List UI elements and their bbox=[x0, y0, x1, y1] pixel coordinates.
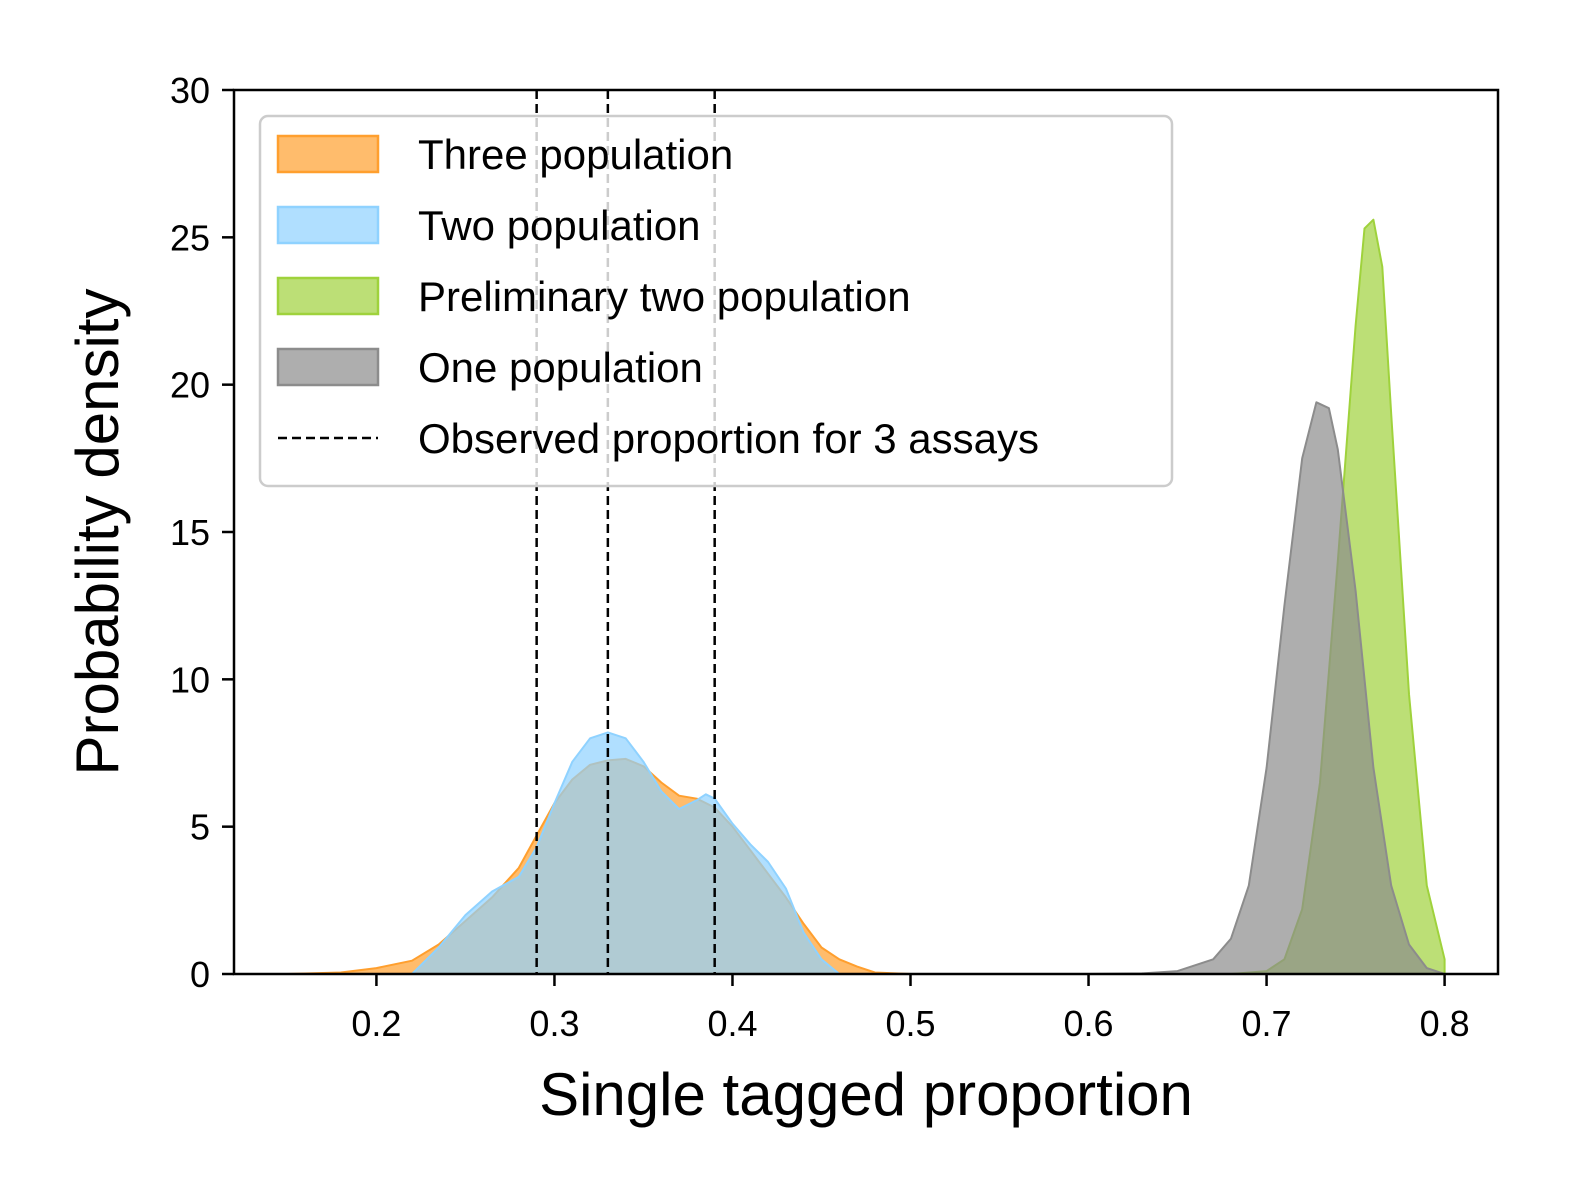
x-tick-label: 0.2 bbox=[351, 1003, 401, 1044]
legend-swatch-preliminary-two-population bbox=[276, 276, 380, 316]
legend-label: Preliminary two population bbox=[418, 273, 911, 320]
legend: Three population Two population Preliminar… bbox=[258, 114, 1174, 488]
y-axis-label: Probability density bbox=[64, 289, 131, 776]
x-tick-label: 0.5 bbox=[885, 1003, 935, 1044]
y-tick-label: 25 bbox=[170, 217, 210, 258]
density-area-one-population bbox=[1087, 401, 1446, 975]
y-tick-label: 20 bbox=[170, 365, 210, 406]
x-tick-label: 0.4 bbox=[707, 1003, 757, 1044]
x-axis-label: Single tagged proportion bbox=[539, 1061, 1193, 1128]
legend-label: One population bbox=[418, 344, 703, 391]
y-tick-label: 5 bbox=[190, 807, 210, 848]
density-area-two-population bbox=[411, 731, 841, 975]
x-tick-label: 0.3 bbox=[529, 1003, 579, 1044]
legend-swatch-two-population bbox=[276, 205, 380, 245]
legend-box bbox=[258, 114, 1174, 488]
legend-label: Observed proportion for 3 assays bbox=[418, 415, 1039, 462]
y-tick-label: 30 bbox=[170, 70, 210, 111]
legend-label: Three population bbox=[418, 131, 733, 178]
legend-swatch-three-population bbox=[276, 134, 380, 174]
y-tick-label: 10 bbox=[170, 659, 210, 700]
legend-swatch-one-population bbox=[276, 347, 380, 387]
x-tick-label: 0.7 bbox=[1242, 1003, 1292, 1044]
x-axis-ticks: 0.2 0.3 0.4 0.5 0.6 0.7 0.8 bbox=[351, 974, 1470, 1044]
y-tick-label: 0 bbox=[190, 954, 210, 995]
y-axis-ticks: 0 5 10 15 20 25 30 bbox=[170, 70, 234, 995]
plot-area bbox=[286, 90, 1446, 975]
legend-label: Two population bbox=[418, 202, 701, 249]
y-tick-label: 15 bbox=[170, 512, 210, 553]
x-tick-label: 0.6 bbox=[1064, 1003, 1114, 1044]
x-tick-label: 0.8 bbox=[1420, 1003, 1470, 1044]
